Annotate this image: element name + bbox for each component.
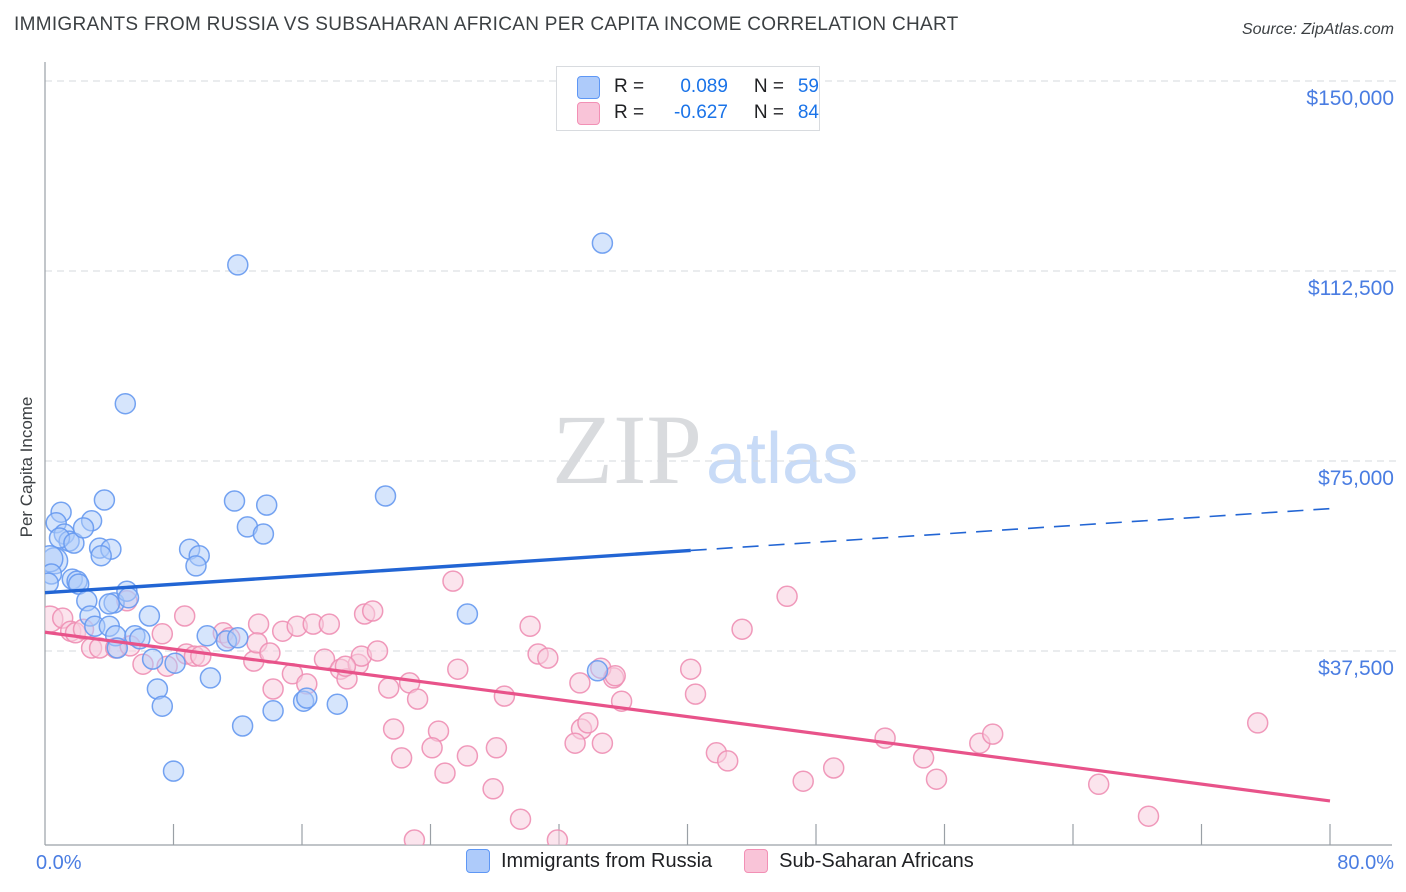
subsaharan-swatch-icon — [744, 849, 769, 873]
svg-text:80.0%: 80.0% — [1337, 852, 1394, 874]
correlation-legend-box: R = 0.089 N = 59 R = -0.627 N = 84 — [556, 66, 820, 131]
r-value-subsaharan: -0.627 — [674, 102, 728, 123]
series-legend: Immigrants from Russia Sub-Saharan Afric… — [466, 849, 1006, 873]
legend-row-subsaharan: R = -0.627 N = 84 — [577, 100, 819, 126]
legend-item-russia: Immigrants from Russia — [466, 849, 712, 873]
svg-text:$112,500: $112,500 — [1308, 277, 1394, 300]
r-label: R = — [614, 76, 645, 97]
chart-title: IMMIGRANTS FROM RUSSIA VS SUBSAHARAN AFR… — [14, 14, 959, 35]
pink-series-points — [45, 570, 1269, 845]
r-label: R = — [614, 102, 645, 123]
svg-text:$75,000: $75,000 — [1318, 467, 1394, 490]
legend-row-russia: R = 0.089 N = 59 — [577, 74, 819, 100]
axis-lines — [44, 62, 1392, 846]
svg-text:0.0%: 0.0% — [36, 852, 82, 874]
legend-item-label: Sub-Saharan Africans — [779, 849, 974, 872]
y-axis-title: Per Capita Income — [17, 396, 36, 538]
svg-text:$37,500: $37,500 — [1318, 657, 1394, 680]
russia-swatch-icon — [577, 75, 600, 99]
trend-lines — [44, 507, 1331, 803]
n-value-russia: 59 — [797, 76, 819, 97]
x-axis-ticks — [172, 824, 1331, 845]
x-axis-tick-labels: 0.0% 80.0% — [36, 852, 1394, 874]
legend-item-subsaharan: Sub-Saharan Africans — [744, 849, 974, 873]
svg-text:$150,000: $150,000 — [1306, 87, 1394, 110]
r-value-russia: 0.089 — [680, 76, 728, 97]
gridlines — [45, 80, 1400, 652]
y-axis-tick-labels: $150,000 $112,500 $75,000 $37,500 — [1306, 87, 1394, 680]
n-label: N = — [753, 76, 784, 97]
n-value-subsaharan: 84 — [797, 102, 819, 123]
russia-swatch-icon — [466, 849, 490, 873]
source-credit: Source: ZipAtlas.com — [1241, 21, 1394, 38]
n-label: N = — [753, 102, 784, 123]
subsaharan-swatch-icon — [577, 101, 600, 125]
blue-series-points — [45, 232, 614, 782]
legend-item-label: Immigrants from Russia — [501, 849, 713, 872]
